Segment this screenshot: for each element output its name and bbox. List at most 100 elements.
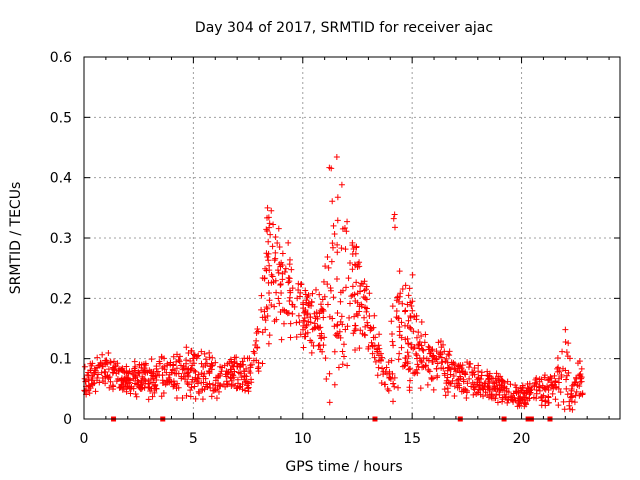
data-point: [81, 388, 88, 395]
data-point: [494, 399, 501, 406]
data-point: [380, 371, 387, 378]
data-point: [131, 367, 138, 374]
data-point: [167, 359, 174, 366]
data-point: [523, 401, 530, 408]
data-point: [201, 370, 208, 377]
data-point: [309, 290, 316, 297]
data-point: [422, 331, 429, 338]
data-point: [331, 323, 338, 330]
data-point: [253, 357, 260, 364]
data-point: [316, 342, 323, 349]
grid: [84, 57, 620, 419]
data-point: [81, 375, 88, 382]
data-point: [266, 297, 273, 304]
data-point: [563, 376, 570, 383]
data-point: [132, 391, 139, 398]
data-point: [326, 370, 333, 377]
data-point: [164, 380, 171, 387]
data-point: [210, 387, 217, 394]
data-point: [111, 366, 118, 373]
data-point: [577, 391, 584, 398]
data-point: [368, 325, 375, 332]
data-point: [363, 283, 370, 290]
data-point: [495, 373, 502, 380]
data-point: [358, 280, 365, 287]
data-point: [373, 346, 380, 353]
data-point: [235, 380, 242, 387]
data-point: [578, 365, 585, 372]
data-point: [238, 374, 245, 381]
data-point: [501, 380, 508, 387]
data-point: [564, 372, 571, 379]
data-point: [114, 360, 121, 367]
data-point: [531, 382, 538, 389]
data-point: [470, 391, 477, 398]
x-axis-label: GPS time / hours: [285, 459, 402, 475]
data-point: [335, 364, 342, 371]
data-point: [278, 336, 285, 343]
data-point: [188, 347, 195, 354]
data-point: [297, 331, 304, 338]
data-point: [443, 355, 450, 362]
data-point: [245, 380, 252, 387]
data-point: [460, 378, 467, 385]
data-point: [337, 298, 344, 305]
data-point: [343, 228, 350, 235]
data-point: [447, 371, 454, 378]
data-point: [320, 278, 327, 285]
data-point: [394, 293, 401, 300]
data-point: [479, 385, 486, 392]
data-point: [361, 331, 368, 338]
data-point: [301, 333, 308, 340]
data-point: [272, 249, 279, 256]
data-point: [175, 357, 182, 364]
data-point: [349, 283, 356, 290]
data-point: [262, 265, 269, 272]
data-point: [315, 324, 322, 331]
data-point: [109, 369, 116, 376]
data-point: [279, 270, 286, 277]
data-point: [171, 381, 178, 388]
data-point: [307, 319, 314, 326]
data-point: [376, 357, 383, 364]
data-point: [211, 387, 218, 394]
data-point: [286, 294, 293, 301]
data-point: [279, 276, 286, 283]
data-point: [405, 353, 412, 360]
data-point: [574, 360, 581, 367]
data-point: [329, 315, 336, 322]
data-point: [542, 398, 549, 405]
data-point: [173, 365, 180, 372]
data-point: [259, 314, 266, 321]
data-point: [318, 301, 325, 308]
data-point: [144, 369, 151, 376]
data-point: [104, 373, 111, 380]
data-point: [352, 347, 359, 354]
data-point: [335, 332, 342, 339]
data-point: [123, 388, 130, 395]
data-point: [117, 384, 124, 391]
data-point: [466, 364, 473, 371]
data-point: [220, 381, 227, 388]
data-point: [357, 283, 364, 290]
data-point: [133, 393, 140, 400]
data-point: [263, 304, 270, 311]
data-point: [363, 296, 370, 303]
data-point: [184, 372, 191, 379]
data-point: [303, 321, 310, 328]
data-point: [193, 378, 200, 385]
data-point: [352, 322, 359, 329]
data-point: [266, 220, 273, 227]
data-point: [405, 366, 412, 373]
data-point: [286, 297, 293, 304]
data-point: [233, 385, 240, 392]
data-point: [561, 406, 568, 413]
data-point: [358, 301, 365, 308]
data-point: [314, 323, 321, 330]
data-point: [85, 369, 92, 376]
data-point: [357, 327, 364, 334]
data-point: [296, 319, 303, 326]
data-point: [342, 246, 349, 253]
data-point: [354, 290, 361, 297]
data-point: [230, 363, 237, 370]
